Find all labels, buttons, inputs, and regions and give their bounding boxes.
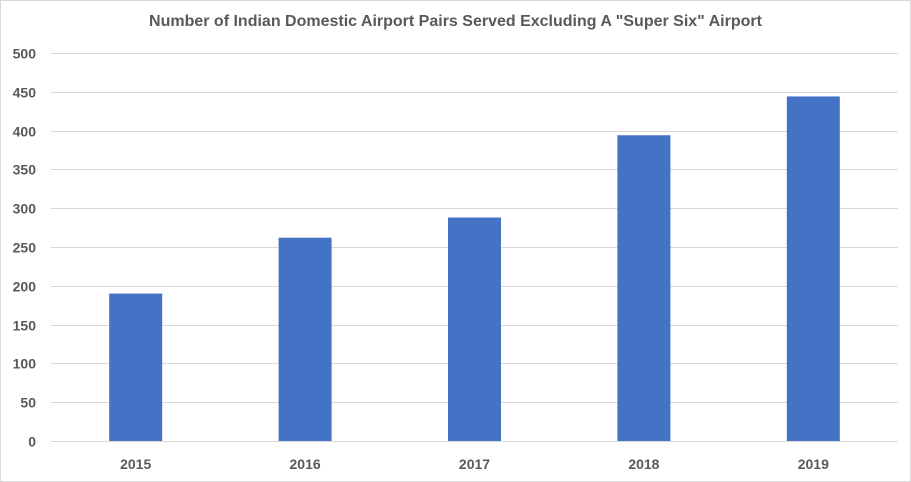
x-tick-label: 2017	[459, 456, 490, 472]
y-tick-label: 50	[20, 395, 36, 411]
bars	[109, 96, 840, 442]
y-tick-label: 0	[28, 434, 36, 450]
y-tick-label: 100	[13, 356, 37, 372]
x-tick-label: 2016	[290, 456, 321, 472]
x-tick-label: 2015	[120, 456, 151, 472]
y-tick-label: 200	[13, 279, 37, 295]
y-tick-label: 450	[13, 85, 37, 101]
x-axis-tick-labels: 2015 2016 2017 2018 2019	[120, 456, 829, 472]
x-tick-label: 2018	[628, 456, 659, 472]
y-tick-label: 150	[13, 318, 37, 334]
y-tick-label: 500	[13, 46, 37, 62]
y-axis-tick-labels: 0 50 100 150 200 250 300 350 400 450 500	[13, 46, 37, 450]
x-tick-label: 2019	[798, 456, 829, 472]
y-tick-label: 350	[13, 162, 37, 178]
bar-2018	[617, 135, 671, 442]
bar-2017	[448, 217, 501, 441]
bar-2016	[278, 237, 332, 441]
bar-2019	[786, 96, 840, 442]
y-tick-label: 300	[13, 201, 37, 217]
y-tick-label: 400	[13, 124, 37, 140]
y-tick-label: 250	[13, 240, 37, 256]
bar-2015	[109, 293, 163, 441]
chart-title: Number of Indian Domestic Airport Pairs …	[149, 13, 762, 30]
